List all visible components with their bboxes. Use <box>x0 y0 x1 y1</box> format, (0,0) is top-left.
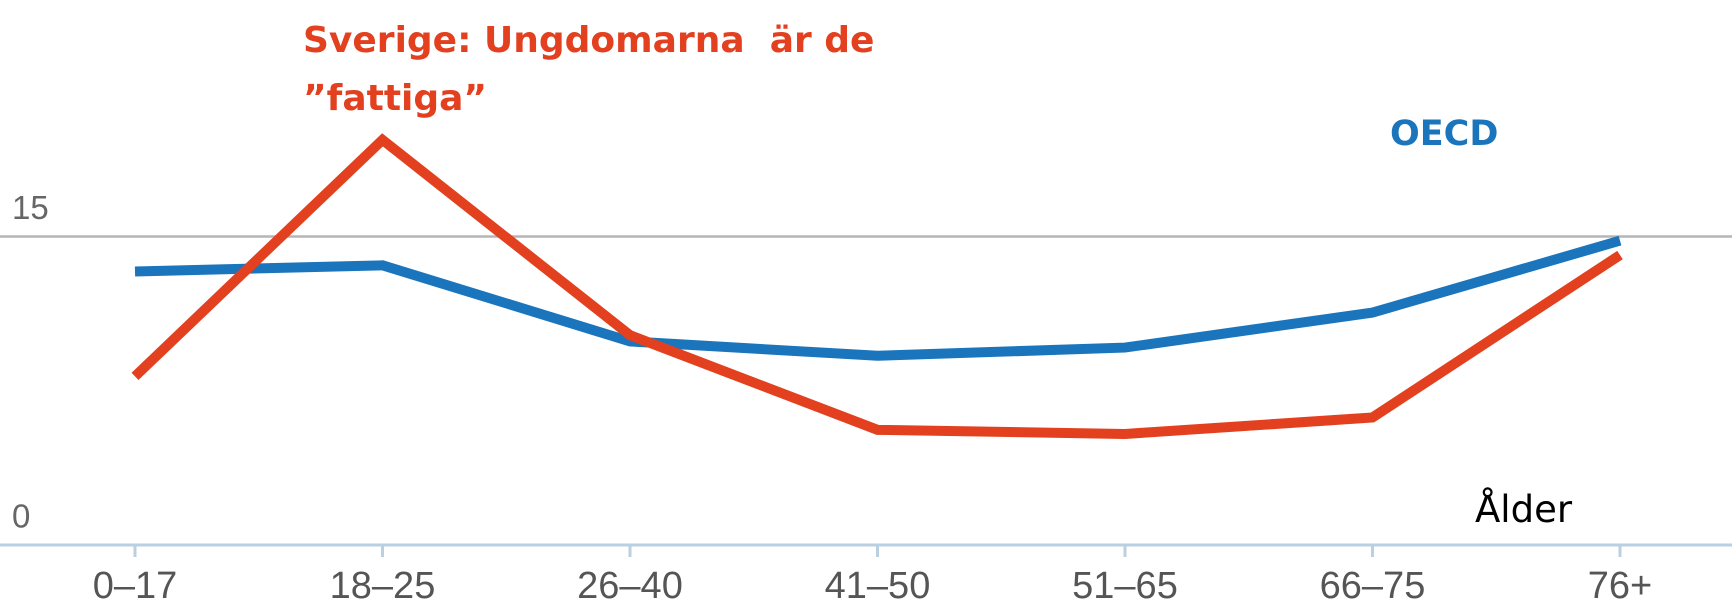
series-label: Sverige: Ungdomarna är de ”fattiga” <box>303 20 888 119</box>
y-tick-label: 15 <box>12 189 49 226</box>
x-tick-label: 51–65 <box>1072 565 1178 607</box>
x-tick-label: 76+ <box>1588 565 1652 607</box>
y-tick-label: 0 <box>12 498 30 535</box>
x-tick-label: 26–40 <box>577 565 683 607</box>
x-tick-label: 41–50 <box>825 565 931 607</box>
x-axis-label: Ålder <box>1475 488 1573 531</box>
series-line <box>134 235 1622 361</box>
series-label: OECD <box>1390 114 1499 154</box>
series-line <box>131 133 1623 439</box>
x-tick-label: 66–75 <box>1320 565 1426 607</box>
x-tick-label: 18–25 <box>330 565 436 607</box>
x-tick-label: 0–17 <box>93 565 178 607</box>
